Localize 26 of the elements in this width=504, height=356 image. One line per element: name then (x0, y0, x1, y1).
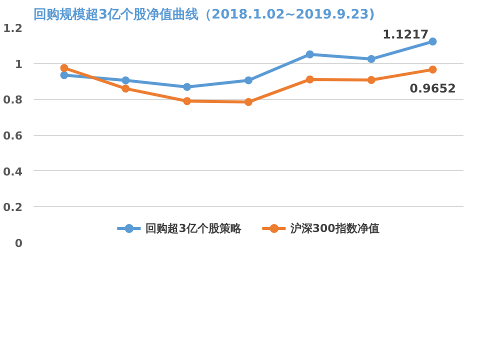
y-tick-label: 0 (14, 237, 23, 250)
legend-label: 沪深300指数净值 (290, 220, 380, 236)
data-label: 1.1217 (382, 28, 429, 42)
point (244, 98, 252, 106)
y-tick-label: 1 (14, 58, 22, 71)
point (306, 75, 314, 84)
point (244, 76, 252, 84)
point (60, 71, 68, 80)
y-tick-label: 0.8 (3, 94, 23, 107)
point (122, 84, 130, 93)
point (367, 55, 376, 64)
chart-title: 回购规模超3亿个股净值曲线（2018.1.02~2019.9.23) (34, 8, 375, 22)
y-tick-label: 0.2 (3, 201, 23, 214)
point (428, 38, 437, 46)
point (183, 82, 192, 91)
point (367, 76, 376, 84)
data-label: 0.9652 (410, 82, 456, 96)
legend-label: 回购超3亿个股策略 (146, 220, 242, 236)
point (306, 50, 314, 58)
y-tick-label: 1.2 (3, 22, 23, 35)
y-tick-label: 0.4 (3, 165, 23, 178)
point (122, 76, 130, 84)
point (60, 64, 68, 72)
point (428, 66, 437, 74)
point (183, 97, 192, 106)
y-tick-label: 0.6 (3, 130, 23, 142)
